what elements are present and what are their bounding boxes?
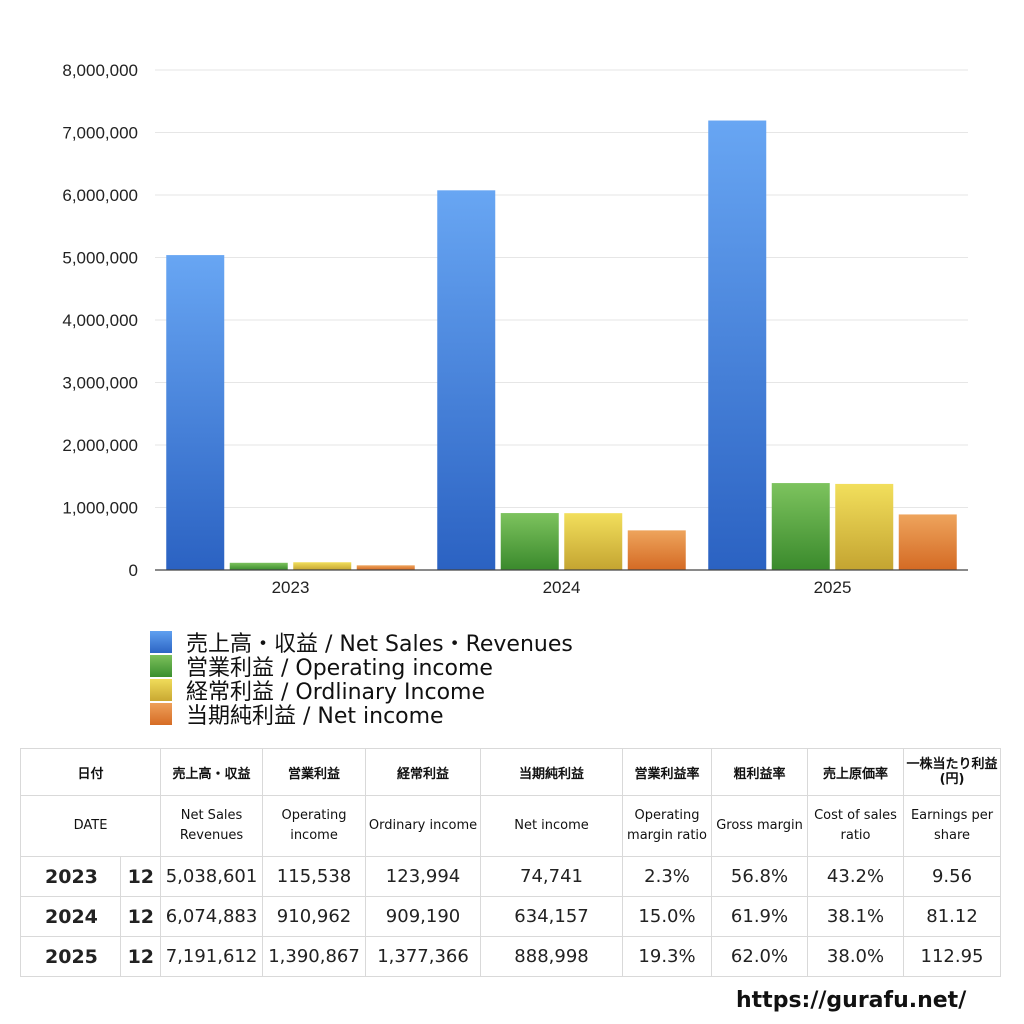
legend: 売上高・収益 / Net Sales・Revenues 営業利益 / Opera… — [150, 630, 573, 729]
cell-month: 12 — [119, 936, 162, 977]
bar-chart: 0 1,000,000 2,000,000 3,000,000 4,000,000 5,0… — [62, 61, 968, 597]
cell-cost-ratio: 43.2% — [807, 856, 905, 897]
legend-swatch-ordinary-income — [150, 679, 172, 701]
cell-year: 2024 — [20, 896, 121, 937]
cell-net-sales: 7,191,612 — [160, 936, 264, 977]
table-row: 2025 12 7,191,612 1,390,867 1,377,366 88… — [20, 936, 1002, 977]
legend-item-net-sales: 売上高・収益 / Net Sales・Revenues — [150, 630, 573, 657]
table-row: 2023 12 5,038,601 115,538 123,994 74,741… — [20, 856, 1002, 897]
bar-2024-series-3 — [627, 530, 686, 570]
cell-ordinary: 909,190 — [365, 896, 482, 937]
bar-2025-series-1 — [771, 483, 830, 570]
y-tick-label: 5,000,000 — [62, 249, 138, 268]
y-tick-label: 1,000,000 — [62, 499, 138, 518]
cell-year: 2023 — [20, 856, 121, 897]
cell-ordinary: 123,994 — [365, 856, 482, 897]
cell-net-income: 888,998 — [480, 936, 624, 977]
header-op-margin-en: Operating margin ratio — [622, 795, 713, 857]
bar-2024-series-0 — [437, 190, 496, 570]
header-op-margin-jp: 営業利益率 — [622, 748, 713, 796]
cell-ordinary: 1,377,366 — [365, 936, 482, 977]
header-eps-jp: 一株当たり利益 (円) — [903, 748, 1002, 796]
bar-2023-series-3 — [356, 565, 415, 570]
cell-operating: 910,962 — [262, 896, 367, 937]
legend-swatch-operating-income — [150, 655, 172, 677]
cell-op-margin: 15.0% — [622, 896, 713, 937]
x-axis-tick-labels: 2023 2024 2025 — [272, 578, 852, 597]
y-tick-label: 4,000,000 — [62, 311, 138, 330]
cell-month: 12 — [119, 896, 162, 937]
y-axis-tick-labels: 0 1,000,000 2,000,000 3,000,000 4,000,000 5,0… — [62, 61, 138, 580]
legend-label: 経常利益 / Ordlinary Income — [186, 680, 485, 705]
header-operating-jp: 営業利益 — [262, 748, 367, 796]
bar-2025-series-3 — [898, 514, 957, 570]
legend-label: 営業利益 / Operating income — [186, 656, 493, 681]
legend-item-operating-income: 営業利益 / Operating income — [150, 654, 573, 681]
x-tick-label: 2024 — [543, 578, 581, 597]
cell-op-margin: 2.3% — [622, 856, 713, 897]
table-row: 2024 12 6,074,883 910,962 909,190 634,15… — [20, 896, 1002, 937]
header-net-income-en: Net income — [480, 795, 624, 857]
y-tick-label: 6,000,000 — [62, 186, 138, 205]
legend-item-net-income: 当期純利益 / Net income — [150, 702, 573, 729]
header-net-income-jp: 当期純利益 — [480, 748, 624, 796]
y-tick-label: 8,000,000 — [62, 61, 138, 80]
cell-net-sales: 6,074,883 — [160, 896, 264, 937]
header-cost-ratio-jp: 売上原価率 — [807, 748, 905, 796]
cell-gross-margin: 56.8% — [711, 856, 809, 897]
bar-2025-series-0 — [708, 120, 767, 571]
cell-operating: 115,538 — [262, 856, 367, 897]
header-ordinary-en: Ordinary income — [365, 795, 482, 857]
cell-gross-margin: 62.0% — [711, 936, 809, 977]
header-gross-margin-jp: 粗利益率 — [711, 748, 809, 796]
y-tick-label: 0 — [129, 561, 138, 580]
header-date-jp: 日付 — [19, 748, 162, 796]
bar-2023-series-0 — [166, 255, 225, 570]
cell-op-margin: 19.3% — [622, 936, 713, 977]
grid-lines — [155, 69, 968, 508]
cell-cost-ratio: 38.0% — [807, 936, 905, 977]
header-net-sales-jp: 売上高・収益 — [160, 748, 264, 796]
table-header-row-jp: 日付 売上高・収益 営業利益 経常利益 当期純利益 営業利益率 粗利益率 売上原… — [19, 748, 1002, 796]
legend-swatch-net-income — [150, 703, 172, 725]
cell-operating: 1,390,867 — [262, 936, 367, 977]
bar-2023-series-1 — [229, 562, 288, 570]
cell-year: 2025 — [20, 936, 121, 977]
cell-eps: 81.12 — [903, 896, 1002, 937]
site-url: https://gurafu.net/ — [736, 988, 967, 1013]
legend-swatch-net-sales — [150, 631, 172, 653]
header-cost-ratio-en: Cost of sales ratio — [807, 795, 905, 857]
cell-net-income: 634,157 — [480, 896, 624, 937]
cell-eps: 9.56 — [903, 856, 1002, 897]
y-tick-label: 3,000,000 — [62, 374, 138, 393]
x-tick-label: 2025 — [814, 578, 852, 597]
legend-label: 売上高・収益 / Net Sales・Revenues — [186, 632, 573, 657]
table-header-row-en: DATE Net Sales Revenues Operating income… — [19, 795, 1002, 857]
cell-month: 12 — [119, 856, 162, 897]
bar-2025-series-2 — [835, 483, 894, 570]
cell-net-income: 74,741 — [480, 856, 624, 897]
header-net-sales-en: Net Sales Revenues — [160, 795, 264, 857]
header-ordinary-jp: 経常利益 — [365, 748, 482, 796]
header-eps-en: Earnings per share — [903, 795, 1002, 857]
cell-net-sales: 5,038,601 — [160, 856, 264, 897]
x-tick-label: 2023 — [272, 578, 310, 597]
y-tick-label: 2,000,000 — [62, 436, 138, 455]
legend-item-ordinary-income: 経常利益 / Ordlinary Income — [150, 678, 573, 705]
bars — [166, 120, 957, 571]
financial-data-table: 日付 売上高・収益 営業利益 経常利益 当期純利益 営業利益率 粗利益率 売上原… — [19, 748, 1002, 977]
bar-2023-series-2 — [293, 562, 352, 570]
header-date-en: DATE — [19, 795, 162, 857]
header-gross-margin-en: Gross margin — [711, 795, 809, 857]
header-operating-en: Operating income — [262, 795, 367, 857]
y-tick-label: 7,000,000 — [62, 124, 138, 143]
cell-cost-ratio: 38.1% — [807, 896, 905, 937]
cell-eps: 112.95 — [903, 936, 1002, 977]
legend-label: 当期純利益 / Net income — [186, 704, 444, 729]
bar-2024-series-1 — [500, 513, 559, 570]
cell-gross-margin: 61.9% — [711, 896, 809, 937]
bar-2024-series-2 — [564, 513, 623, 570]
